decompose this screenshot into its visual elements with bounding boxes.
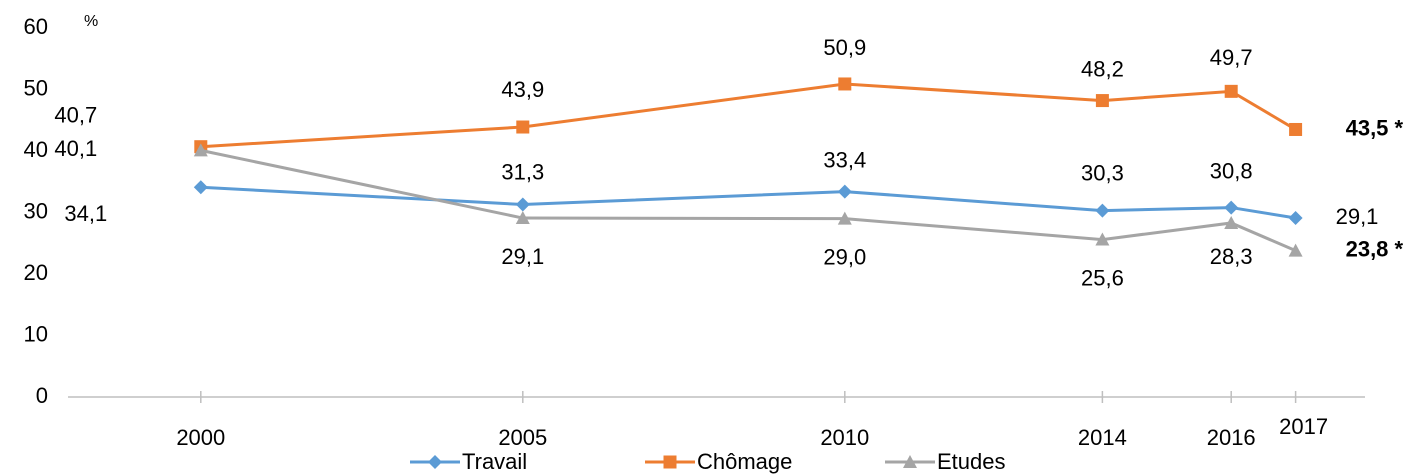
marker xyxy=(515,211,530,225)
data-label: 30,8 xyxy=(1210,158,1253,183)
data-label: 40,1 xyxy=(54,136,97,161)
legend-marker xyxy=(903,455,917,468)
marker xyxy=(193,180,208,195)
legend-label: Etudes xyxy=(937,449,1006,474)
data-label: 30,3 xyxy=(1081,160,1124,185)
data-label: 33,4 xyxy=(823,147,866,172)
marker xyxy=(1095,232,1110,246)
legend-marker xyxy=(428,455,442,469)
legend-marker xyxy=(663,455,677,469)
marker xyxy=(837,184,852,199)
marker xyxy=(1288,243,1303,257)
marker xyxy=(1224,84,1238,98)
legend-label: Chômage xyxy=(697,449,792,474)
marker xyxy=(1095,94,1109,108)
marker xyxy=(515,197,530,212)
x-tick-label: 2005 xyxy=(498,425,547,450)
marker xyxy=(516,120,530,134)
x-tick-label: 2010 xyxy=(820,425,869,450)
data-label: 25,6 xyxy=(1081,265,1124,290)
series-line xyxy=(200,185,1296,220)
data-label: 23,8 * xyxy=(1346,236,1404,261)
x-tick-label: 2014 xyxy=(1078,425,1127,450)
data-label: 48,2 xyxy=(1081,56,1124,81)
data-label: 34,1 xyxy=(64,201,107,226)
data-label: 40,7 xyxy=(54,103,97,128)
marker xyxy=(1095,203,1110,218)
data-label: 50,9 xyxy=(823,35,866,60)
data-label: 29,1 xyxy=(501,244,544,269)
marker xyxy=(1289,122,1303,136)
data-label: 31,3 xyxy=(501,159,544,184)
y-tick-label: 60 xyxy=(24,14,48,39)
data-label: 28,3 xyxy=(1210,244,1253,269)
x-tick-label: 2016 xyxy=(1207,425,1256,450)
marker xyxy=(1224,200,1239,215)
data-label: 49,7 xyxy=(1210,45,1253,70)
series-line xyxy=(200,148,1297,253)
data-label: 29,1 xyxy=(1336,204,1379,229)
y-tick-label: 40 xyxy=(24,137,48,162)
data-label: 29,0 xyxy=(823,244,866,269)
y-tick-label: 10 xyxy=(24,321,48,346)
marker xyxy=(193,143,208,157)
y-tick-label: 20 xyxy=(24,260,48,285)
x-tick-label: 2000 xyxy=(176,425,225,450)
y-tick-label: 30 xyxy=(24,198,48,223)
legend-label: Travail xyxy=(462,449,527,474)
y-tick-label: 50 xyxy=(24,75,48,100)
series-line xyxy=(200,82,1297,149)
data-label: 43,9 xyxy=(501,77,544,102)
data-label: 43,5 * xyxy=(1346,115,1404,140)
x-tick-label: 2017 xyxy=(1279,414,1328,439)
marker xyxy=(1288,211,1303,226)
marker xyxy=(838,77,852,91)
y-unit: % xyxy=(84,13,98,30)
marker xyxy=(837,211,852,225)
y-tick-label: 0 xyxy=(36,383,48,408)
marker xyxy=(1224,215,1239,229)
